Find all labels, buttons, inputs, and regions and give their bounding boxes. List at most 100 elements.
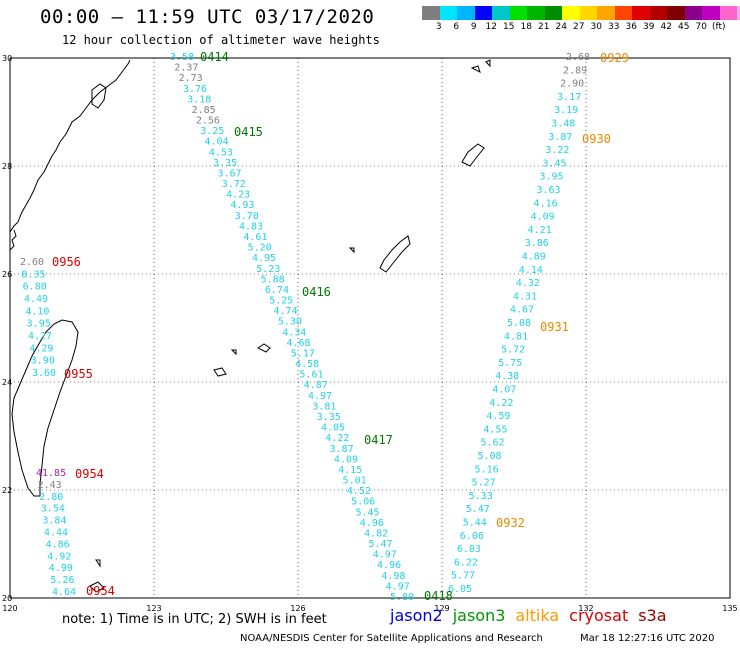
track-a-value: 3.67 bbox=[217, 168, 241, 179]
colorbar-label: 9 bbox=[470, 22, 477, 32]
colorbar-label: 42 bbox=[660, 22, 672, 32]
track-a-value: 3.25 bbox=[200, 126, 224, 137]
lat-tick-label: 24 bbox=[2, 378, 12, 387]
coastline bbox=[348, 247, 355, 254]
track-a-value: 3.70 bbox=[235, 211, 259, 222]
track-a-value: 3.76 bbox=[183, 84, 207, 95]
track-b-value: 4.32 bbox=[516, 278, 540, 289]
track-a-value: 2.85 bbox=[192, 105, 216, 116]
track-a-value: 4.93 bbox=[230, 200, 254, 211]
track-d-value: 4.64 bbox=[52, 587, 76, 598]
coastline bbox=[470, 65, 481, 73]
colorbar-label: 6 bbox=[453, 22, 460, 32]
coastline bbox=[379, 235, 411, 273]
track-a-value: 5.25 bbox=[269, 296, 293, 307]
track-a-value: 5.17 bbox=[291, 348, 315, 359]
track-a-value: 4.34 bbox=[282, 327, 306, 338]
pass-time-label: 0415 bbox=[234, 125, 263, 139]
pass-time-label: 0955 bbox=[64, 367, 93, 381]
track-a-value: 4.05 bbox=[321, 423, 345, 434]
track-a-value: 4.95 bbox=[252, 253, 276, 264]
colorbar-swatch bbox=[579, 6, 597, 20]
coastline bbox=[257, 343, 271, 353]
map-frame bbox=[9, 57, 731, 599]
colorbar-label: 70 bbox=[695, 22, 707, 32]
track-a-value: 4.09 bbox=[334, 454, 358, 465]
credit-line: NOAA/NESDIS Center for Satellite Applica… bbox=[240, 633, 543, 644]
track-b-value: 2.89 bbox=[563, 65, 587, 76]
track-a-value: 4.58 bbox=[295, 359, 319, 370]
track-b-value: 5.33 bbox=[469, 491, 493, 502]
coastline bbox=[213, 367, 227, 377]
colorbar-label: 36 bbox=[625, 22, 637, 32]
coastline bbox=[89, 581, 105, 593]
track-b-value: 4.59 bbox=[486, 411, 510, 422]
legend-jason3: jason3 bbox=[452, 606, 506, 625]
colorbar-swatch bbox=[544, 6, 562, 20]
track-a-value: 3.18 bbox=[187, 94, 211, 105]
colorbar-swatch bbox=[457, 6, 475, 20]
pass-time-label: 0929 bbox=[600, 51, 629, 65]
coastline bbox=[95, 559, 101, 568]
track-a-value: 4.68 bbox=[286, 338, 310, 349]
coastline bbox=[11, 319, 79, 497]
colorbar-swatch bbox=[527, 6, 545, 20]
colorbar-swatch bbox=[509, 6, 527, 20]
track-a-value: 4.61 bbox=[243, 232, 267, 243]
track-b-value: 4.38 bbox=[495, 371, 519, 382]
lon-tick-label: 126 bbox=[290, 604, 305, 613]
track-a-value: 5.45 bbox=[355, 507, 379, 518]
track-a-value: 5.88 bbox=[261, 274, 285, 285]
track-a-value: 4.83 bbox=[239, 221, 263, 232]
track-a-value: 4.22 bbox=[325, 433, 349, 444]
track-a-value: 6.74 bbox=[265, 285, 289, 296]
colorbar-label: 33 bbox=[608, 22, 620, 32]
pass-time-label: 0930 bbox=[582, 132, 611, 146]
legend-cryosat: cryosat bbox=[569, 606, 629, 625]
lat-tick-label: 28 bbox=[2, 162, 12, 171]
track-a-value: 5.47 bbox=[368, 539, 392, 550]
coastline bbox=[9, 59, 131, 233]
coastline bbox=[461, 143, 485, 167]
track-c-value: 4.27 bbox=[28, 331, 52, 342]
track-d-value: 4.44 bbox=[44, 528, 68, 539]
track-d-value: 4.99 bbox=[49, 563, 73, 574]
track-b-value: 5.75 bbox=[498, 358, 522, 369]
track-c-value: 2.60 bbox=[20, 257, 44, 268]
track-b-value: 4.14 bbox=[519, 265, 543, 276]
colorbar-label: 45 bbox=[678, 22, 690, 32]
satellite-legend: jason2 jason3 altika cryosat s3a bbox=[390, 606, 677, 625]
track-b-value: 4.22 bbox=[489, 398, 513, 409]
colorbar-swatch bbox=[632, 6, 650, 20]
colorbar-swatch bbox=[684, 6, 702, 20]
colorbar-swatch bbox=[737, 6, 740, 20]
track-b-value: 5.44 bbox=[463, 518, 487, 529]
track-d-value: 41.85 bbox=[36, 468, 66, 479]
track-a-value: 5.30 bbox=[278, 317, 302, 328]
track-b-value: 4.67 bbox=[510, 305, 534, 316]
track-c-value: 8.35 bbox=[21, 269, 45, 280]
track-a-value: 4.82 bbox=[364, 528, 388, 539]
track-a-value: 3.58 bbox=[170, 52, 194, 63]
colorbar-label: 24 bbox=[555, 22, 567, 32]
colorbar-swatch bbox=[667, 6, 685, 20]
pass-time-label: 0416 bbox=[302, 285, 331, 299]
lon-tick-label: 135 bbox=[722, 604, 737, 613]
pass-time-label: 0417 bbox=[364, 433, 393, 447]
track-d-value: 3.84 bbox=[42, 516, 66, 527]
track-b-value: 5.62 bbox=[480, 438, 504, 449]
track-b-value: 5.08 bbox=[478, 451, 502, 462]
lon-tick-label: 129 bbox=[434, 604, 449, 613]
track-a-value: 4.15 bbox=[338, 465, 362, 476]
track-d-value: 2.43 bbox=[38, 480, 62, 491]
pass-time-label: 0956 bbox=[52, 255, 81, 269]
pass-time-label: 0931 bbox=[540, 320, 569, 334]
track-b-value: 4.31 bbox=[513, 291, 537, 302]
map-subtitle: 12 hour collection of altimeter wave hei… bbox=[62, 33, 380, 47]
track-a-value: 4.52 bbox=[347, 486, 371, 497]
track-c-value: 4.49 bbox=[24, 294, 48, 305]
pass-time-label: 0414 bbox=[200, 50, 229, 64]
pass-time-label: 0418 bbox=[424, 589, 453, 603]
track-b-value: 3.19 bbox=[554, 105, 578, 116]
